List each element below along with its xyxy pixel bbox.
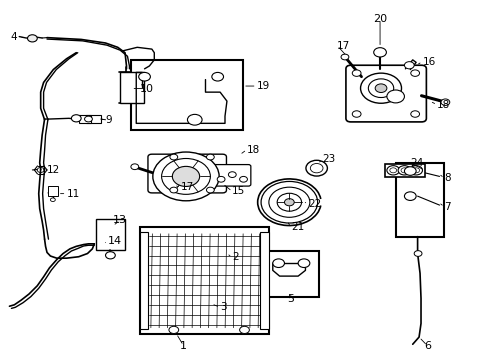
Circle shape xyxy=(367,79,393,98)
Bar xyxy=(48,186,58,196)
Circle shape xyxy=(239,176,247,182)
Circle shape xyxy=(105,252,115,259)
Text: 2: 2 xyxy=(232,252,239,262)
Circle shape xyxy=(217,176,224,182)
Circle shape xyxy=(268,187,309,217)
Bar xyxy=(86,116,101,123)
Circle shape xyxy=(206,187,214,193)
Text: 22: 22 xyxy=(307,199,321,210)
Text: 18: 18 xyxy=(246,144,260,154)
Text: 21: 21 xyxy=(290,222,304,232)
Bar xyxy=(120,72,143,103)
Circle shape xyxy=(410,111,419,117)
Circle shape xyxy=(397,166,410,175)
Text: 23: 23 xyxy=(322,154,335,164)
Circle shape xyxy=(27,35,37,42)
Circle shape xyxy=(404,167,415,175)
Text: 17: 17 xyxy=(181,182,194,192)
Text: 14: 14 xyxy=(108,236,122,246)
Text: 19: 19 xyxy=(256,81,269,91)
Text: 5: 5 xyxy=(287,294,294,304)
Text: 3: 3 xyxy=(220,302,226,312)
Circle shape xyxy=(340,54,348,60)
Text: 13: 13 xyxy=(113,215,127,225)
Circle shape xyxy=(412,168,419,173)
Text: 7: 7 xyxy=(444,202,450,212)
Circle shape xyxy=(305,160,327,176)
Text: 4: 4 xyxy=(10,32,17,41)
Circle shape xyxy=(169,154,177,160)
Circle shape xyxy=(386,166,399,175)
Circle shape xyxy=(440,99,449,105)
Bar xyxy=(395,163,444,237)
Circle shape xyxy=(351,70,360,76)
Circle shape xyxy=(131,164,139,170)
Circle shape xyxy=(50,198,55,202)
Circle shape xyxy=(373,48,386,57)
Bar xyxy=(261,251,319,297)
Text: 17: 17 xyxy=(336,41,350,50)
Text: 16: 16 xyxy=(422,57,435,67)
Circle shape xyxy=(172,166,199,186)
Circle shape xyxy=(161,158,210,194)
FancyBboxPatch shape xyxy=(345,65,426,122)
Circle shape xyxy=(389,168,396,173)
Circle shape xyxy=(404,62,413,69)
Text: 24: 24 xyxy=(409,158,423,168)
Circle shape xyxy=(360,73,401,103)
Circle shape xyxy=(168,326,178,333)
Bar xyxy=(131,60,242,130)
Bar xyxy=(79,116,91,123)
Circle shape xyxy=(400,168,407,173)
Circle shape xyxy=(84,116,92,122)
Circle shape xyxy=(187,114,202,125)
Text: 10: 10 xyxy=(140,84,154,94)
Circle shape xyxy=(71,115,81,122)
Circle shape xyxy=(239,326,249,333)
Circle shape xyxy=(310,163,323,173)
Circle shape xyxy=(206,154,214,160)
Circle shape xyxy=(37,167,44,172)
Circle shape xyxy=(284,199,294,206)
Circle shape xyxy=(139,72,150,81)
Bar xyxy=(140,232,148,329)
Circle shape xyxy=(351,111,360,117)
Text: 1: 1 xyxy=(180,341,187,351)
Circle shape xyxy=(374,84,386,93)
Text: 6: 6 xyxy=(423,341,430,351)
Circle shape xyxy=(169,187,177,193)
Text: 12: 12 xyxy=(47,165,60,175)
Text: 8: 8 xyxy=(444,173,450,183)
Text: 18: 18 xyxy=(436,100,449,110)
Circle shape xyxy=(409,166,422,175)
Text: 11: 11 xyxy=(66,189,80,199)
Circle shape xyxy=(413,251,421,256)
Bar xyxy=(260,232,268,329)
Circle shape xyxy=(410,70,419,76)
Circle shape xyxy=(261,181,317,223)
FancyBboxPatch shape xyxy=(212,165,250,186)
Circle shape xyxy=(228,172,236,177)
Text: 9: 9 xyxy=(105,115,112,125)
Circle shape xyxy=(277,193,301,211)
Bar xyxy=(384,163,424,177)
Circle shape xyxy=(404,192,415,201)
Text: 15: 15 xyxy=(232,186,245,197)
Circle shape xyxy=(386,90,404,103)
Text: 20: 20 xyxy=(372,14,386,24)
Circle shape xyxy=(298,259,309,267)
Bar xyxy=(140,226,268,334)
Circle shape xyxy=(211,72,223,81)
Circle shape xyxy=(272,259,284,267)
Bar xyxy=(96,220,125,250)
FancyBboxPatch shape xyxy=(148,154,226,193)
Circle shape xyxy=(153,152,219,201)
